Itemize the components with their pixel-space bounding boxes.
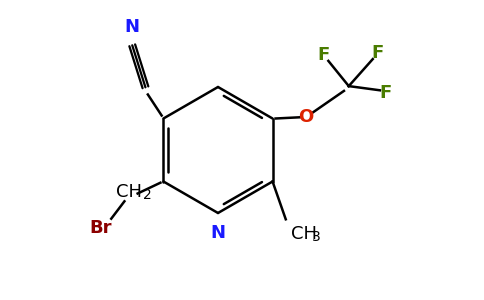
Text: N: N — [211, 224, 226, 242]
Text: O: O — [298, 108, 313, 126]
Text: CH: CH — [290, 225, 317, 243]
Text: CH: CH — [116, 183, 142, 201]
Text: F: F — [380, 84, 392, 102]
Text: F: F — [318, 46, 330, 64]
Text: Br: Br — [89, 219, 112, 237]
Text: F: F — [371, 44, 384, 62]
Text: 3: 3 — [312, 230, 321, 244]
Text: 2: 2 — [143, 188, 152, 202]
Text: N: N — [125, 18, 140, 36]
